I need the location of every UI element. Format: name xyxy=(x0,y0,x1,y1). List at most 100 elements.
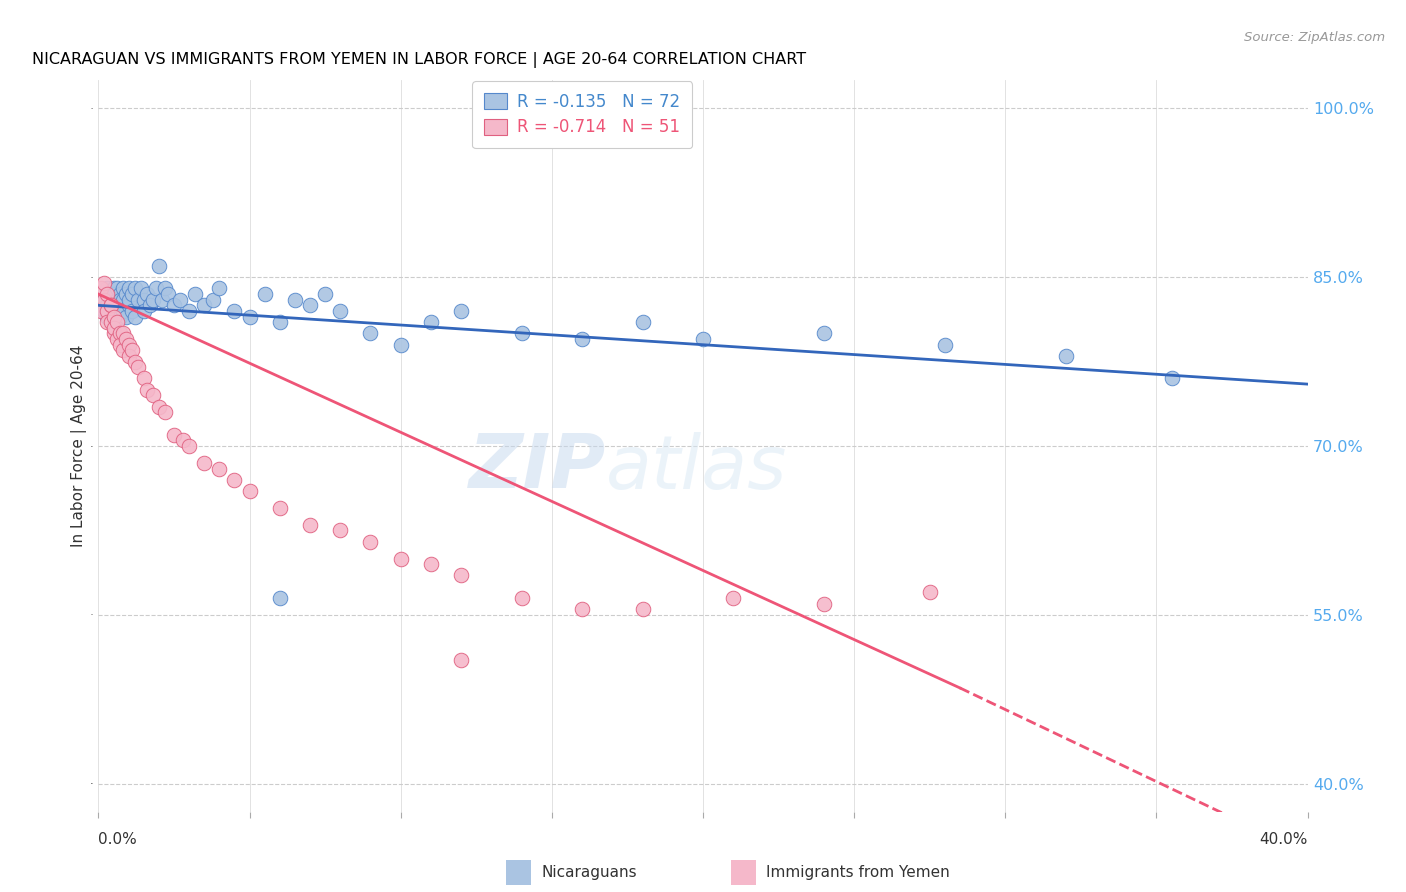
Point xyxy=(100,304,122,318)
Point xyxy=(450,304,472,318)
Text: ZIP: ZIP xyxy=(470,432,606,505)
Point xyxy=(163,427,186,442)
Point xyxy=(90,298,112,312)
Point xyxy=(105,304,128,318)
Point xyxy=(239,483,262,498)
Point xyxy=(299,298,322,312)
Point xyxy=(121,343,143,358)
Point xyxy=(100,298,122,312)
Point xyxy=(121,287,143,301)
Point xyxy=(100,298,122,312)
Point xyxy=(118,293,141,307)
Point xyxy=(224,304,246,318)
Point xyxy=(153,405,176,419)
Point xyxy=(224,473,246,487)
Point xyxy=(105,281,128,295)
Point xyxy=(510,326,533,341)
Point xyxy=(100,293,122,307)
FancyBboxPatch shape xyxy=(501,854,537,891)
Text: NICARAGUAN VS IMMIGRANTS FROM YEMEN IN LABOR FORCE | AGE 20-64 CORRELATION CHART: NICARAGUAN VS IMMIGRANTS FROM YEMEN IN L… xyxy=(32,52,806,68)
Y-axis label: In Labor Force | Age 20-64: In Labor Force | Age 20-64 xyxy=(72,345,87,547)
Point xyxy=(124,354,146,368)
Point xyxy=(389,551,412,566)
Text: Immigrants from Yemen: Immigrants from Yemen xyxy=(766,865,950,880)
Point xyxy=(179,439,201,453)
Point xyxy=(96,310,118,324)
Point xyxy=(208,461,231,475)
Point xyxy=(111,281,134,295)
Text: Source: ZipAtlas.com: Source: ZipAtlas.com xyxy=(1244,31,1385,45)
Point xyxy=(631,602,654,616)
Point xyxy=(239,310,262,324)
Point xyxy=(813,326,835,341)
Point xyxy=(269,591,291,605)
Point xyxy=(142,293,165,307)
Point xyxy=(105,293,128,307)
Text: 40.0%: 40.0% xyxy=(1260,832,1308,847)
Point xyxy=(124,310,146,324)
Point xyxy=(450,568,472,582)
Point xyxy=(163,298,186,312)
Point xyxy=(1054,349,1077,363)
Legend: R = -0.135   N = 72, R = -0.714   N = 51: R = -0.135 N = 72, R = -0.714 N = 51 xyxy=(472,81,692,148)
Point xyxy=(129,281,152,295)
Point xyxy=(156,287,179,301)
Point xyxy=(121,304,143,318)
Point xyxy=(420,315,443,329)
Point xyxy=(389,337,412,351)
Point xyxy=(96,304,118,318)
Point xyxy=(132,293,155,307)
Point xyxy=(153,281,176,295)
Point xyxy=(103,287,125,301)
Point xyxy=(103,281,125,295)
Text: 0.0%: 0.0% xyxy=(98,832,138,847)
Point xyxy=(571,332,593,346)
Point xyxy=(93,304,115,318)
Point xyxy=(103,310,125,324)
Point xyxy=(148,400,170,414)
Point xyxy=(145,281,167,295)
Point xyxy=(90,281,112,295)
Point xyxy=(103,326,125,341)
Point xyxy=(100,315,122,329)
Point xyxy=(253,287,276,301)
Point xyxy=(360,326,382,341)
Point xyxy=(692,332,714,346)
FancyBboxPatch shape xyxy=(725,854,762,891)
Point xyxy=(118,298,141,312)
Point xyxy=(105,315,128,329)
Point xyxy=(93,293,115,307)
Point xyxy=(114,332,136,346)
Point xyxy=(108,337,131,351)
Point xyxy=(100,287,122,301)
Point xyxy=(202,293,225,307)
Point xyxy=(139,298,162,312)
Point xyxy=(918,585,941,599)
Point xyxy=(135,287,157,301)
Point xyxy=(329,304,352,318)
Point xyxy=(172,434,194,448)
Point xyxy=(111,304,134,318)
Point xyxy=(111,343,134,358)
Point xyxy=(103,321,125,335)
Point xyxy=(124,281,146,295)
Point xyxy=(96,298,118,312)
Point xyxy=(135,383,157,397)
Point xyxy=(103,298,125,312)
Point xyxy=(360,534,382,549)
Point xyxy=(108,298,131,312)
Point xyxy=(284,293,307,307)
Point xyxy=(208,281,231,295)
Point xyxy=(108,293,131,307)
Text: Nicaraguans: Nicaraguans xyxy=(541,865,637,880)
Point xyxy=(111,293,134,307)
Point xyxy=(114,287,136,301)
Point xyxy=(118,349,141,363)
Point xyxy=(934,337,956,351)
Point xyxy=(105,332,128,346)
Point xyxy=(193,298,215,312)
Text: atlas: atlas xyxy=(606,432,787,504)
Point xyxy=(148,259,170,273)
Point xyxy=(269,500,291,515)
Point xyxy=(132,304,155,318)
